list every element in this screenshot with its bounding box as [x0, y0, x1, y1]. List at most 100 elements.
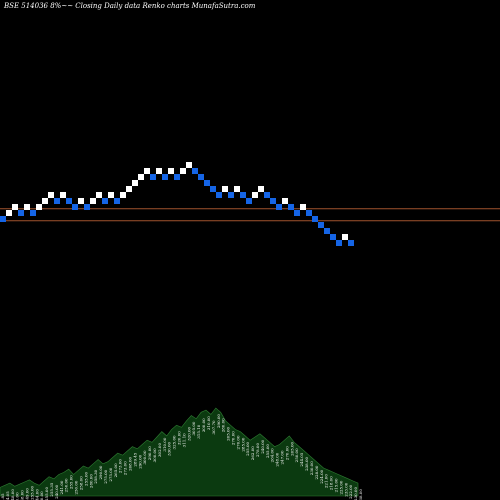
volume-label: 268.00: [128, 456, 133, 470]
renko-brick-down: [210, 186, 216, 192]
renko-brick-down: [240, 192, 246, 198]
renko-brick-up: [186, 162, 192, 168]
volume-label: 285.00: [240, 437, 245, 451]
volume-label: 230.00: [353, 487, 358, 500]
renko-brick-up: [138, 174, 144, 180]
volume-label: 248.00: [10, 489, 15, 500]
renko-brick-down: [246, 198, 252, 204]
volume-label: 228.00: [314, 465, 319, 479]
volume-label: 273.00: [118, 459, 123, 473]
volume-label: 222.00: [348, 484, 353, 498]
renko-brick-down: [192, 168, 198, 174]
volume-label: 230.00: [309, 461, 314, 475]
volume-area-shape: [0, 407, 359, 497]
renko-brick-down: [84, 204, 90, 210]
renko-brick-down: [324, 228, 330, 234]
renko-brick-up: [342, 234, 348, 240]
volume-label: 290.00: [137, 454, 142, 468]
volume-label: 310.00: [162, 437, 167, 451]
volume-label: 255.00: [245, 441, 250, 455]
renko-brick-up: [144, 168, 150, 174]
renko-brick-down: [348, 240, 354, 246]
renko-brick-down: [228, 192, 234, 198]
volume-label: 280.00: [221, 418, 226, 432]
volume-label: 262.00: [250, 446, 255, 460]
renko-brick-up: [36, 204, 42, 210]
volume-label: 315.10: [196, 424, 201, 438]
volume-label: 290.00: [216, 414, 221, 428]
renko-brick-up: [132, 180, 138, 186]
volume-label: 307.70: [211, 420, 216, 434]
volume-label: 238.00: [304, 456, 309, 470]
renko-brick-down: [0, 216, 6, 222]
renko-brick-down: [270, 198, 276, 204]
volume-label: 276.00: [235, 435, 240, 449]
volume-label: 330.00: [167, 441, 172, 455]
renko-brick-down: [288, 204, 294, 210]
renko-brick-up: [60, 192, 66, 198]
volume-label: 248.00: [20, 490, 25, 500]
renko-brick-up: [222, 186, 228, 192]
volume-label: 258.30: [93, 469, 98, 483]
renko-brick-down: [162, 174, 168, 180]
volume-label: 273.00: [123, 461, 128, 475]
renko-brick-up: [90, 198, 96, 204]
volume-label: 240.00: [54, 484, 59, 498]
renko-brick-up: [108, 192, 114, 198]
renko-brick-down: [30, 210, 36, 216]
renko-brick-down: [294, 210, 300, 216]
renko-brick-up: [300, 204, 306, 210]
volume-label: 270.00: [284, 446, 289, 460]
volume-label: 265.00: [289, 441, 294, 455]
renko-brick-up: [252, 192, 258, 198]
volume-label: 248.00: [275, 452, 280, 466]
volume-label: 249.00: [25, 488, 30, 500]
renko-bricks: [0, 162, 354, 246]
renko-brick-down: [54, 198, 60, 204]
volume-label: 320.00: [177, 431, 182, 445]
volume-label: 250.00: [74, 480, 79, 494]
renko-brick-up: [48, 192, 54, 198]
renko-brick-down: [66, 198, 72, 204]
volume-label: 310.00: [206, 416, 211, 430]
renko-brick-down: [336, 240, 342, 246]
volume-label: 264.00: [270, 448, 275, 462]
volume-label: 300.00: [152, 448, 157, 462]
chart-title: BSE 514036 8%~~ Closing Daily data Renko…: [3, 2, 256, 10]
volume-label: 225.00: [338, 480, 343, 494]
volume-label: 224.05: [5, 491, 10, 500]
volume-label: 255.35: [49, 482, 54, 496]
volume-label: 258.00: [78, 476, 83, 490]
volume-label: 255.00: [83, 472, 88, 486]
renko-brick-down: [216, 192, 222, 198]
volume-label: 255.00: [265, 444, 270, 458]
volume-label: 278.00: [255, 443, 260, 457]
volume-label: 300.00: [142, 450, 147, 464]
reference-lines: [0, 208, 500, 222]
volume-label: 275.00: [103, 469, 108, 483]
renko-brick-down: [306, 210, 312, 216]
volume-label: 250.00: [64, 478, 69, 492]
volume-label: 280.00: [88, 474, 93, 488]
volume-label: 265.00: [226, 426, 231, 440]
volume-label: 250.00: [39, 491, 44, 500]
renko-brick-down: [264, 192, 270, 198]
volume-label: 320.00: [186, 426, 191, 440]
volume-label: 255.00: [29, 485, 34, 499]
renko-brick-down: [330, 234, 336, 240]
volume-label: 255.00: [69, 475, 74, 489]
renko-brick-up: [258, 186, 264, 192]
volume-label: 325.00: [172, 435, 177, 449]
volume-label: 300.00: [201, 418, 206, 432]
volume-label: 244.00: [34, 489, 39, 500]
volume-label: 250.00: [294, 448, 299, 462]
renko-brick-up: [24, 204, 30, 210]
volume-label: 289.45: [132, 452, 137, 466]
volume-label: 218.00: [329, 476, 334, 490]
volume-label: 302.00: [157, 443, 162, 457]
renko-brick-down: [276, 204, 282, 210]
renko-brick-down: [318, 222, 324, 228]
renko-brick-up: [282, 198, 288, 204]
renko-brick-down: [72, 204, 78, 210]
volume-label: 247.00: [280, 450, 285, 464]
